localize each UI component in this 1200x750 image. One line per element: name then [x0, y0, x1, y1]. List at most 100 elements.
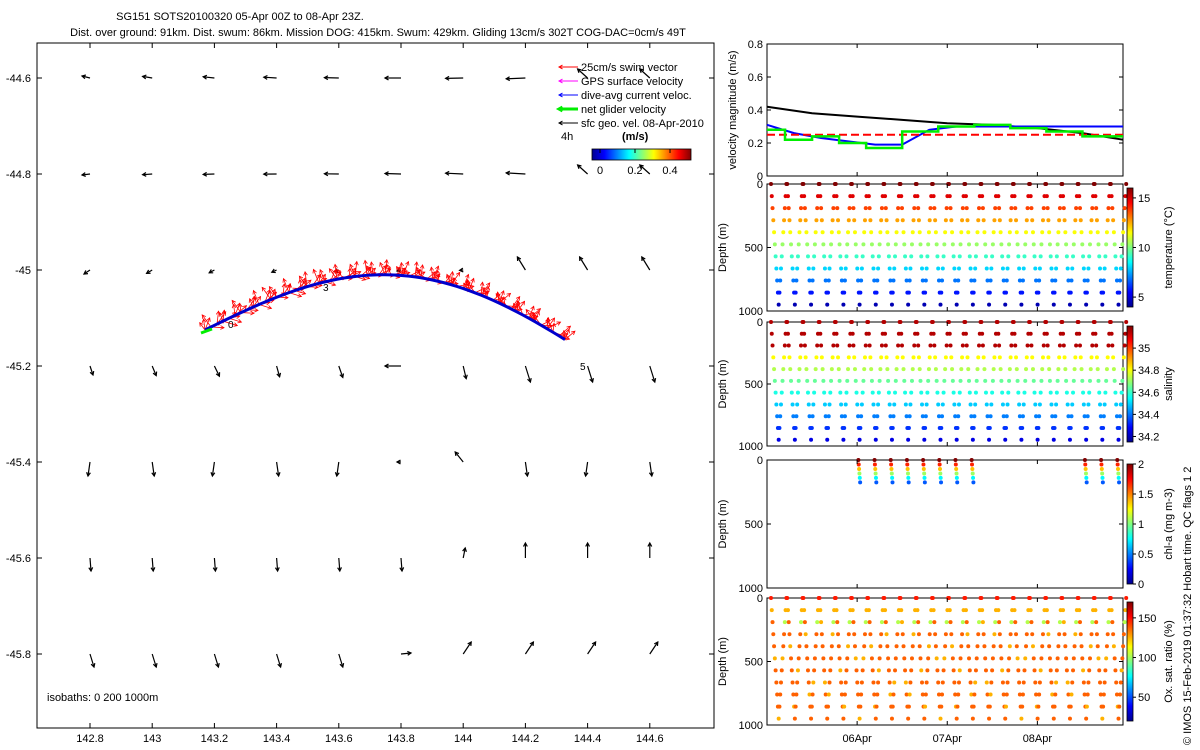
geo-velocity-arrow: [262, 74, 277, 80]
swim-vector-arrow: [199, 322, 206, 331]
colorbar-tick-label: 0: [1138, 579, 1144, 591]
geo-velocity-arrow: [576, 68, 589, 79]
geo-velocity-arrow: [383, 171, 402, 177]
swim-vector-arrow: [303, 271, 308, 287]
time-axis: 06Apr 07Apr 08Apr: [842, 44, 1052, 745]
geo-velocity-arrow: [89, 653, 96, 669]
swim-vector-arrow: [450, 271, 461, 285]
geo-velocity-arrow: [145, 269, 153, 275]
map-x-tick-label: 143.8: [387, 733, 415, 745]
legend-swatch: [557, 78, 578, 84]
profile-points: [856, 458, 1122, 485]
profile-panel: 0 500 1000 Depth (m) 34.2 34.4 34.6 34.8 35 salin…: [717, 317, 1175, 453]
swim-vector-arrow: [384, 259, 389, 275]
geo-velocity-arrow: [576, 164, 589, 175]
geo-velocity-arrow: [649, 640, 659, 655]
colorbar-label: chl-a (mg m-3): [1163, 488, 1175, 560]
velocity-y-tick-label: 0.4: [748, 105, 763, 117]
swim-vector-arrow: [516, 300, 526, 313]
swim-vector-arrow: [416, 266, 422, 278]
time-tick-label: 06Apr: [842, 733, 872, 745]
profile-axes: [766, 597, 1124, 726]
swim-vector-arrow: [546, 317, 556, 329]
profile-colorbar: [1126, 325, 1134, 443]
legend-label: 25cm/s swim vector: [581, 62, 678, 74]
swim-vector-arrow: [564, 328, 570, 340]
colorbar-tick-label: 34.2: [1138, 431, 1159, 443]
geo-velocity-arrow: [504, 76, 526, 82]
geo-velocity-arrow: [323, 75, 339, 81]
geo-velocity-arrow: [638, 68, 651, 79]
geo-velocity-arrow: [80, 172, 91, 178]
geo-velocity-arrow: [270, 268, 277, 274]
geo-velocity-arrow: [89, 365, 95, 377]
map-x-tick-label: 142.8: [76, 733, 104, 745]
swim-vector-arrow: [546, 317, 554, 333]
colorbar-tick-label: 0.4: [662, 165, 677, 177]
geo-velocity-arrow: [522, 541, 528, 558]
geo-velocity-arrow: [649, 365, 657, 384]
profile-points: [769, 182, 1129, 307]
colorbar-label: (m/s): [622, 131, 649, 143]
colorbar-tick-label: 15: [1138, 193, 1150, 205]
velocity-panel: 0 0.2 0.4 0.6 0.8 velocity magnitude (m/s): [727, 39, 1124, 183]
profile-panel: 0 500 1000 Depth (m) 5 10 15 temperature (°C): [717, 179, 1175, 318]
depth-tick-label: 1000: [739, 583, 763, 595]
depth-y-label: Depth (m): [717, 360, 729, 409]
depth-y-label: Depth (m): [717, 223, 729, 272]
velocity-y-label: velocity magnitude (m/s): [727, 50, 739, 169]
geo-velocity-arrow: [337, 557, 342, 573]
depth-tick-label: 0: [757, 455, 763, 467]
geo-velocity-arrow: [262, 171, 277, 177]
swim-vector-arrow: [419, 264, 425, 278]
swim-vector-arrow: [449, 270, 455, 285]
time-tick-label: 08Apr: [1023, 733, 1053, 745]
map-panel: 0 3 5 142.8 143 143.2 143.4 143.6 143.8 144 144.2…: [6, 42, 715, 745]
geo-velocity-arrow: [334, 461, 340, 478]
swim-vector-arrow: [333, 263, 338, 280]
legend-label: sfc geo. vel. 08-Apr-2010: [581, 118, 704, 130]
isobaths-label: isobaths: 0 200 1000m: [47, 692, 158, 704]
swim-vector-arrow: [336, 268, 344, 279]
geo-velocity-arrow: [86, 461, 91, 478]
depth-y-label: Depth (m): [717, 500, 729, 549]
depth-tick-label: 500: [745, 657, 763, 669]
map-x-tick-label: 143: [143, 733, 161, 745]
map-y-tick-label: -45.4: [6, 457, 31, 469]
geo-velocity-arrow: [212, 557, 218, 573]
swim-vector-arrow: [261, 286, 272, 300]
map-x-tick-label: 143.2: [201, 733, 229, 745]
swim-vector-arrow: [231, 299, 242, 313]
geo-velocity-arrow: [88, 557, 94, 573]
swim-vector-arrow: [281, 283, 287, 295]
geo-velocity-arrow: [504, 170, 526, 176]
colorbar-tick-label: 34.6: [1138, 387, 1159, 399]
velocity-axes: [766, 43, 1124, 177]
swim-vector-arrow: [201, 314, 212, 328]
colorbar-tick-label: 1.5: [1138, 489, 1153, 501]
track-label: 3: [323, 283, 329, 294]
swim-vector-arrow: [312, 268, 320, 284]
swim-vector-arrow: [468, 277, 475, 291]
legend-label: GPS surface velocity: [581, 76, 684, 88]
geo-velocity-arrow: [458, 267, 464, 273]
swim-vector-arrow: [534, 310, 540, 322]
geo-velocity-arrow: [462, 640, 472, 655]
colorbar-label: Ox. sat. ratio (%): [1163, 620, 1175, 703]
swim-vector-arrow: [251, 295, 257, 308]
legend-label: net glider velocity: [581, 104, 666, 116]
depth-tick-label: 0: [757, 179, 763, 191]
glider-track: 0 3 5: [199, 259, 586, 373]
geo-velocity-arrow: [578, 255, 589, 271]
net-glider-velocity: [200, 327, 213, 335]
map-y-tick-label: -44.6: [6, 73, 31, 85]
depth-y-label: Depth (m): [717, 637, 729, 686]
map-x-tick-label: 144: [454, 733, 472, 745]
legend-swatch: [557, 92, 578, 98]
geo-velocity-arrow: [141, 172, 153, 177]
swim-vector-arrow: [252, 289, 260, 305]
profile-panel: 0 500 1000 Depth (m) 50 100 150 Ox. sat. ratio …: [717, 593, 1175, 732]
colorbar-gradient: [591, 148, 692, 161]
colorbar-label: temperature (°C): [1163, 206, 1175, 288]
